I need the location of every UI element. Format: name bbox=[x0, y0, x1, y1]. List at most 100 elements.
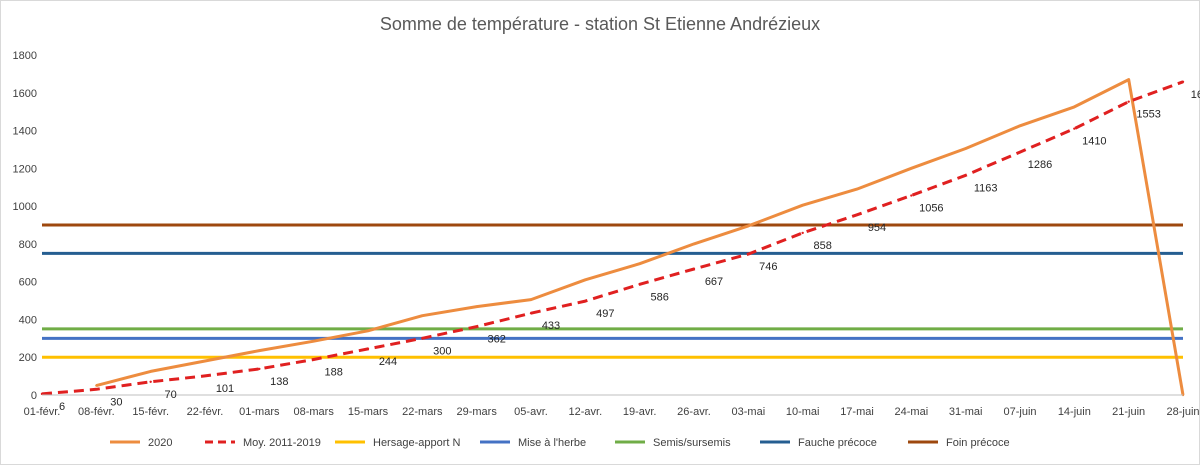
y-tick-label: 1400 bbox=[13, 126, 37, 138]
x-tick-label: 26-avr. bbox=[677, 406, 711, 418]
data-label: 667 bbox=[705, 276, 723, 288]
x-tick-label: 07-juin bbox=[1003, 406, 1036, 418]
data-label: 954 bbox=[868, 222, 886, 234]
legend-label: Foin précoce bbox=[946, 437, 1010, 449]
data-point bbox=[855, 213, 859, 216]
y-tick-label: 1200 bbox=[13, 163, 37, 175]
data-label: 6 bbox=[59, 401, 65, 413]
y-tick-label: 1600 bbox=[13, 88, 37, 100]
legend-label: Fauche précoce bbox=[798, 437, 877, 449]
x-tick-label: 29-mars bbox=[456, 406, 497, 418]
data-point bbox=[475, 305, 478, 308]
y-tick-label: 1000 bbox=[13, 201, 37, 213]
x-tick-label: 17-mai bbox=[840, 406, 874, 418]
data-point bbox=[910, 167, 913, 170]
data-point bbox=[366, 347, 370, 351]
chart-title: Somme de température - station St Etienn… bbox=[379, 14, 821, 34]
x-tick-label: 10-mai bbox=[786, 406, 820, 418]
x-tick-label: 03-mai bbox=[732, 406, 766, 418]
data-point bbox=[1018, 150, 1022, 154]
series-line bbox=[41, 80, 1184, 396]
data-point bbox=[855, 187, 859, 191]
data-label: 188 bbox=[324, 366, 342, 378]
data-label: 101 bbox=[216, 383, 234, 395]
x-tick-label: 22-févr. bbox=[187, 406, 224, 418]
y-tick-label: 400 bbox=[19, 314, 37, 326]
data-label: 244 bbox=[379, 356, 397, 368]
data-point bbox=[529, 312, 533, 315]
x-tick-label: 22-mars bbox=[402, 406, 443, 418]
data-point bbox=[584, 299, 587, 303]
x-axis: 01-févr. 08-févr. 15-févr. 22-févr. 01-mars 0… bbox=[24, 394, 1200, 418]
data-point bbox=[95, 384, 98, 387]
x-tick-label: 31-mai bbox=[949, 406, 983, 418]
data-point bbox=[95, 388, 98, 391]
data-point bbox=[312, 358, 315, 361]
data-point bbox=[149, 370, 152, 373]
x-tick-label: 01-févr. bbox=[24, 406, 61, 418]
data-point bbox=[258, 349, 261, 352]
data-point bbox=[421, 314, 424, 317]
data-labels: 6 30 70 101 138 188 244 300 362 433 497 586 667 746 85… bbox=[59, 89, 1200, 413]
data-label: 362 bbox=[487, 334, 505, 346]
data-label: 586 bbox=[650, 291, 668, 303]
data-point bbox=[1073, 127, 1076, 130]
data-point bbox=[1127, 100, 1130, 103]
data-label: 1658 bbox=[1191, 89, 1200, 101]
data-point bbox=[475, 325, 478, 328]
data-point bbox=[1018, 124, 1022, 128]
data-point bbox=[638, 262, 641, 265]
data-label: 746 bbox=[759, 261, 777, 273]
x-tick-label: 21-juin bbox=[1112, 406, 1145, 418]
data-point bbox=[747, 252, 750, 256]
legend-label: Semis/sursemis bbox=[653, 437, 731, 449]
data-point bbox=[910, 194, 913, 197]
legend: 2020 Moy. 2011-2019 Hersage-apport N Mise à… bbox=[110, 437, 1010, 449]
data-point bbox=[1073, 105, 1076, 109]
data-point bbox=[964, 174, 967, 177]
x-tick-label: 08-mars bbox=[293, 406, 334, 418]
x-tick-label: 12-avr. bbox=[569, 406, 603, 418]
data-label: 70 bbox=[165, 389, 177, 401]
data-point bbox=[529, 298, 533, 301]
legend-label: Moy. 2011-2019 bbox=[243, 437, 321, 449]
data-label: 433 bbox=[542, 320, 560, 332]
threshold-lines bbox=[42, 223, 1183, 359]
y-tick-label: 0 bbox=[31, 390, 37, 402]
data-point bbox=[747, 224, 750, 228]
data-point bbox=[692, 242, 696, 246]
x-tick-label: 14-juin bbox=[1058, 406, 1091, 418]
legend-label: 2020 bbox=[148, 437, 172, 449]
y-tick-label: 800 bbox=[19, 239, 37, 251]
data-label: 1410 bbox=[1082, 136, 1106, 148]
data-label: 1553 bbox=[1136, 109, 1160, 121]
data-point bbox=[421, 337, 424, 340]
data-point bbox=[203, 374, 207, 378]
data-point bbox=[258, 367, 261, 371]
data-point bbox=[638, 283, 641, 286]
data-label: 1163 bbox=[974, 182, 998, 194]
data-point bbox=[584, 278, 587, 281]
data-label: 858 bbox=[813, 240, 831, 252]
data-label: 497 bbox=[596, 308, 614, 320]
x-tick-label: 15-mars bbox=[348, 406, 389, 418]
data-label: 138 bbox=[270, 376, 288, 388]
data-label: 1056 bbox=[919, 203, 943, 215]
data-point bbox=[1181, 80, 1185, 84]
x-tick-label: 19-avr. bbox=[623, 406, 657, 418]
x-tick-label: 08-févr. bbox=[78, 406, 115, 418]
data-point bbox=[40, 392, 44, 396]
x-tick-label: 28-juin bbox=[1166, 406, 1199, 418]
x-tick-label: 05-avr. bbox=[514, 406, 548, 418]
x-tick-label: 24-mai bbox=[895, 406, 929, 418]
data-point bbox=[801, 203, 804, 207]
data-point bbox=[312, 339, 315, 343]
x-tick-label: 15-févr. bbox=[132, 406, 169, 418]
series-lines bbox=[40, 78, 1185, 397]
data-point bbox=[692, 267, 696, 271]
data-point bbox=[366, 329, 370, 332]
legend-label: Mise à l'herbe bbox=[518, 437, 586, 449]
y-axis: 0 200 400 600 800 1000 1200 1400 1600 1800 bbox=[13, 50, 37, 402]
data-point bbox=[203, 359, 207, 363]
